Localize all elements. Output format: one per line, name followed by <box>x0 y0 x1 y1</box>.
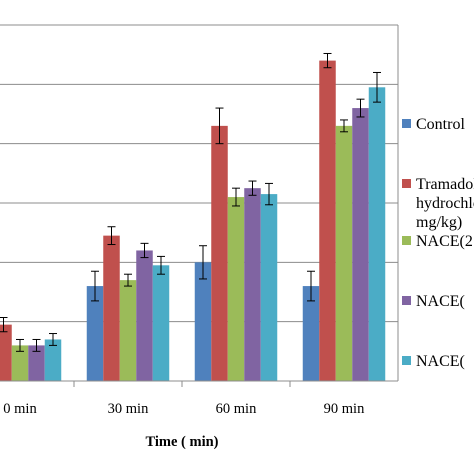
bar <box>211 125 228 381</box>
bar <box>244 188 261 381</box>
legend-label: NACE(2 <box>416 233 473 250</box>
bar <box>227 197 245 381</box>
x-tick-label: 90 min <box>324 401 365 417</box>
axes <box>0 25 399 387</box>
legend-label: Tramadol hydrochloride mg/kg) <box>416 176 474 231</box>
bar <box>319 60 336 381</box>
legend-label: Control <box>416 116 465 133</box>
legend-label-line: NACE( <box>416 293 465 310</box>
bar <box>44 339 62 381</box>
legend-label-line: hydrochloride <box>416 195 474 212</box>
legend-swatch <box>402 356 411 365</box>
error-bars <box>0 52 381 352</box>
legend-label-line: mg/kg) <box>416 214 462 231</box>
bar <box>0 324 12 381</box>
legend-label: NACE( <box>416 353 465 370</box>
legend-swatch <box>402 236 411 245</box>
bars <box>0 60 386 382</box>
legend-swatch <box>402 179 411 188</box>
legend-label-line: Tramadol <box>416 176 474 193</box>
legend-swatch <box>402 119 411 128</box>
legend: Control Tramadol hydrochloride mg/kg) NACE(2… <box>402 116 474 370</box>
bar <box>335 125 353 381</box>
bar <box>103 235 120 381</box>
bar <box>302 286 320 381</box>
bar <box>368 87 386 382</box>
legend-swatch <box>402 296 411 305</box>
bar <box>11 345 29 381</box>
legend-label-line: Control <box>416 116 465 133</box>
bar <box>119 280 137 381</box>
bar <box>194 262 212 381</box>
bar <box>86 286 104 381</box>
x-tick-label: 60 min <box>216 401 257 417</box>
legend-label-line: NACE( <box>416 353 465 370</box>
bar <box>352 108 369 382</box>
x-tick-labels: 0 min 30 min 60 min 90 min <box>3 401 365 417</box>
x-tick-label: 0 min <box>3 401 37 417</box>
bar <box>28 345 45 381</box>
legend-label-line: NACE(2 <box>416 233 473 250</box>
x-axis-title: Time ( min) <box>145 434 218 450</box>
bar <box>152 265 170 381</box>
legend-label: NACE( <box>416 293 465 310</box>
bar <box>136 250 153 381</box>
x-tick-label: 30 min <box>108 401 149 417</box>
bar <box>260 194 278 381</box>
